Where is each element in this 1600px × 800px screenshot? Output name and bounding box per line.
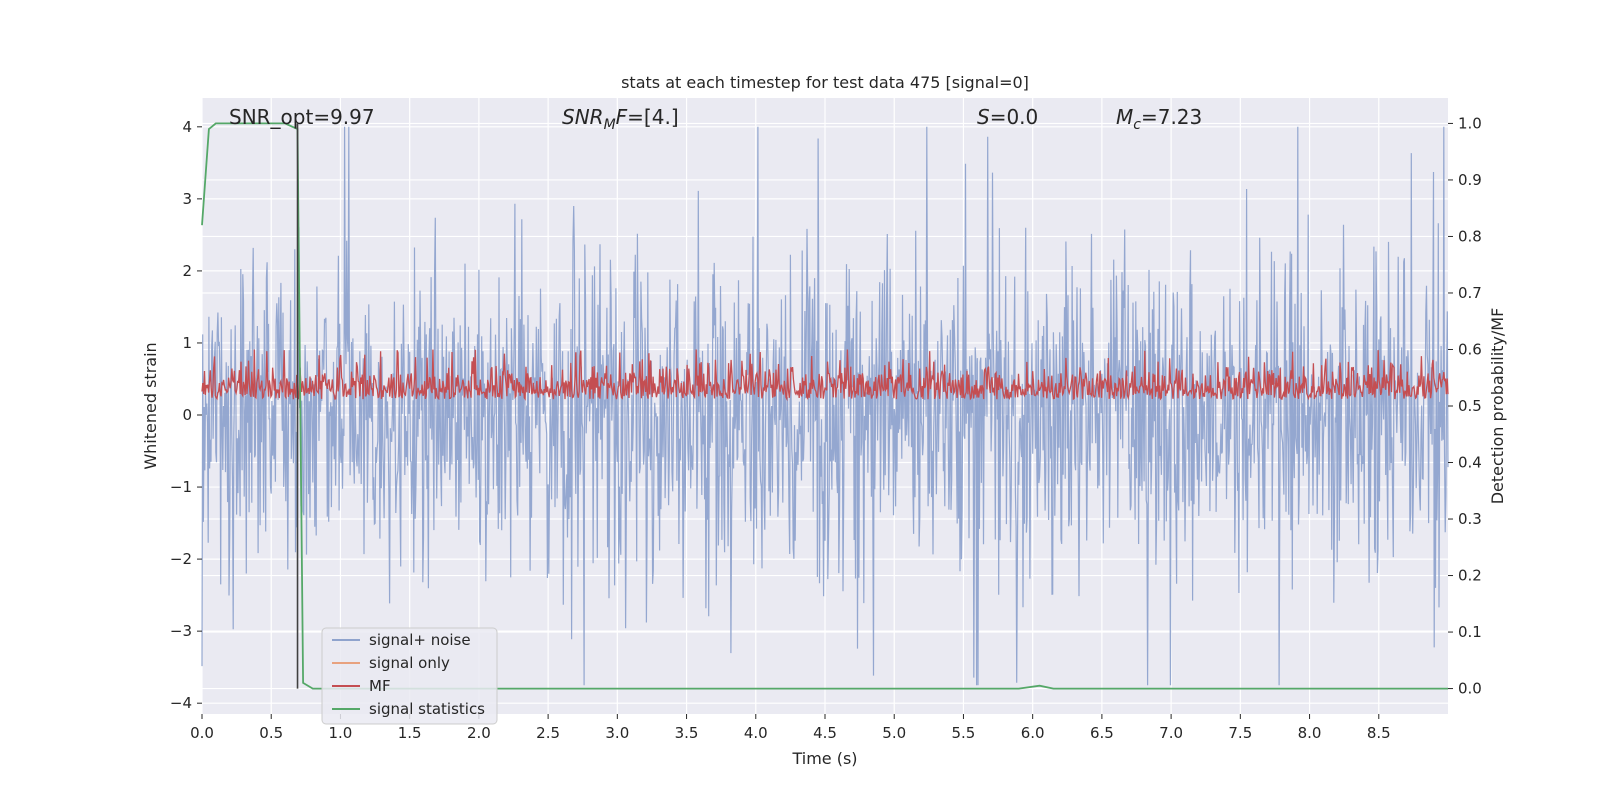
- y-right-tick-label: 0.0: [1458, 680, 1482, 698]
- y-tick-label: 3: [182, 190, 192, 208]
- annotation-snr-mf: SNRMF=[4.]: [562, 105, 679, 133]
- y-right-tick-label: 0.9: [1458, 171, 1482, 189]
- y-right-tick-label: 0.1: [1458, 623, 1482, 641]
- x-tick-label: 4.5: [813, 724, 837, 742]
- mf-series: [201, 349, 1449, 402]
- x-tick-label: 2.0: [467, 724, 491, 742]
- x-tick-label: 8.5: [1367, 724, 1391, 742]
- y-axis-ticks: 4 3 2 1 0 −1 −2 −3 −4: [170, 118, 202, 712]
- y-axis-right-ticks: 1.0 0.9 0.8 0.7 0.6 0.5 0.4 0.3 0.2 0.1 0.0: [1448, 114, 1482, 698]
- x-tick-label: 1.0: [329, 724, 353, 742]
- annotation-mc: Mc=7.23: [1116, 105, 1202, 133]
- x-tick-label: 1.5: [398, 724, 422, 742]
- x-tick-label: 6.5: [1090, 724, 1114, 742]
- y-right-tick-label: 0.4: [1458, 454, 1482, 472]
- annotation-snr-opt: SNR_opt=9.97: [229, 105, 375, 129]
- mf-line: [201, 349, 1449, 402]
- y-tick-label: 1: [182, 334, 192, 352]
- x-tick-label: 0.5: [259, 724, 283, 742]
- y-right-tick-label: 1.0: [1458, 114, 1482, 132]
- y-right-tick-label: 0.3: [1458, 510, 1482, 528]
- legend-box: [321, 627, 498, 725]
- y-tick-label: −4: [170, 694, 192, 712]
- y-tick-label: 0: [182, 406, 192, 424]
- x-tick-label: 8.0: [1298, 724, 1322, 742]
- x-tick-label: 2.5: [536, 724, 560, 742]
- x-tick-label: 3.5: [675, 724, 699, 742]
- x-tick-label: 6.0: [1021, 724, 1045, 742]
- y-right-tick-label: 0.6: [1458, 340, 1482, 358]
- y-tick-label: −1: [170, 478, 192, 496]
- y-right-tick-label: 0.7: [1458, 284, 1482, 302]
- y-axis-label: Whitened strain: [141, 342, 160, 469]
- x-tick-label: 5.0: [882, 724, 906, 742]
- y-right-tick-label: 0.2: [1458, 567, 1482, 585]
- y-axis-right-label: Detection probability/MF: [1488, 308, 1507, 505]
- legend-label: MF: [369, 677, 391, 695]
- x-axis-ticks: 0.0 0.5 1.0 1.5 2.0 2.5 3.0 3.5 4.0 4.5 5.0 5.5 6.0 6…: [190, 714, 1391, 742]
- x-tick-label: 7.0: [1159, 724, 1183, 742]
- y-right-tick-label: 0.8: [1458, 227, 1482, 245]
- x-tick-label: 3.0: [605, 724, 629, 742]
- signal-statistics-series: [201, 122, 1448, 690]
- x-tick-label: 7.5: [1228, 724, 1252, 742]
- x-tick-label: 0.0: [190, 724, 214, 742]
- y-tick-label: 4: [182, 118, 192, 136]
- x-tick-label: 4.0: [744, 724, 768, 742]
- chart-title: stats at each timestep for test data 475…: [621, 73, 1029, 92]
- x-tick-label: 5.5: [952, 724, 976, 742]
- x-axis-label: Time (s): [791, 749, 857, 768]
- legend-label: signal only: [369, 654, 450, 672]
- y-tick-label: −2: [170, 550, 192, 568]
- annotation-s: S=0.0: [977, 105, 1038, 129]
- legend: signal+ noise signal only MF signal statist…: [321, 627, 498, 725]
- legend-label: signal statistics: [369, 700, 485, 718]
- y-tick-label: 2: [182, 262, 192, 280]
- signal-statistics-line: [201, 122, 1448, 690]
- y-tick-label: −3: [170, 622, 192, 640]
- y-right-tick-label: 0.5: [1458, 397, 1482, 415]
- legend-label: signal+ noise: [369, 631, 471, 649]
